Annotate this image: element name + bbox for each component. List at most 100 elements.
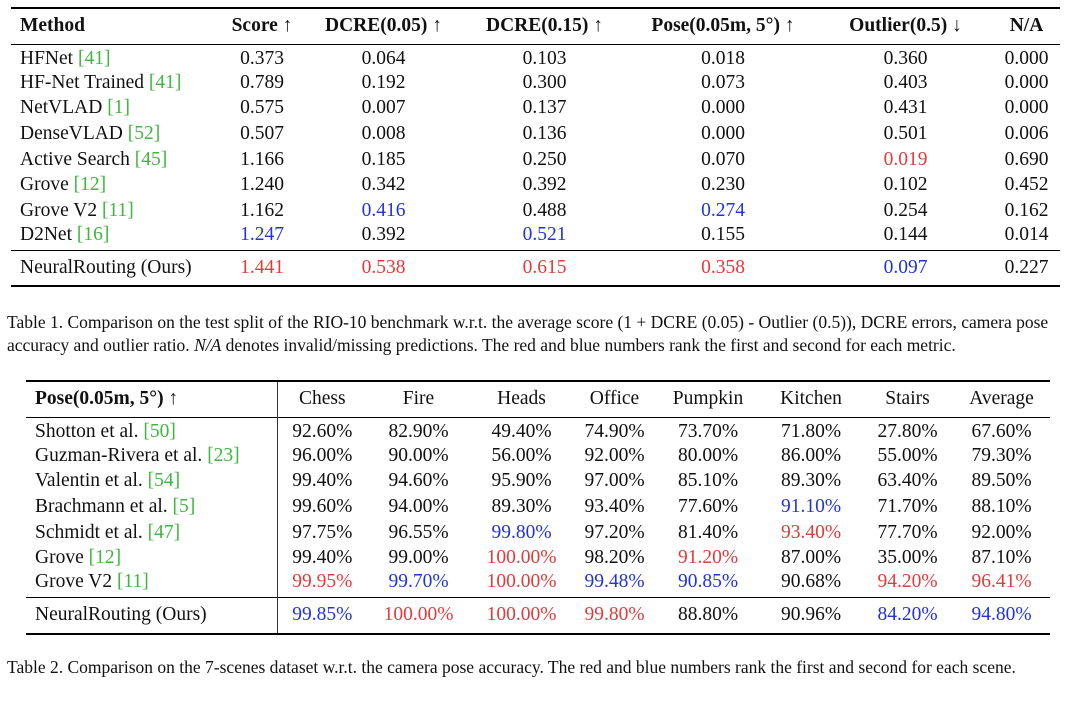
method-cell: HF-Net Trained [41] (11, 70, 218, 96)
value-cell: 99.40% (292, 470, 353, 492)
score-cell: 0.575 (240, 97, 284, 119)
table-1-rio10: Method Score ↑ DCRE(0.05) ↑ DCRE(0.15) ↑… (11, 7, 1060, 287)
value-cell: 89.30% (780, 470, 842, 492)
outlier-cell: 0.431 (883, 97, 928, 119)
pose-cell: 0.000 (701, 97, 745, 119)
value-cell: 81.40% (677, 521, 739, 543)
table-row: Guzman-Rivera et al. [23] 96.00% 90.00% … (26, 442, 1050, 469)
dcre005-cell: 0.064 (361, 47, 406, 69)
caption-na-term: N/A (194, 335, 222, 355)
dcre015-cell: 0.521 (522, 223, 567, 245)
value-cell: 99.48% (584, 571, 645, 593)
header-scene: Office (589, 388, 640, 410)
na-cell: 0.452 (1004, 174, 1049, 196)
citation-link[interactable]: [11] (101, 199, 134, 221)
table-row: Shotton et al. [50] 92.60% 82.90% 49.40%… (26, 417, 1050, 443)
citation-link[interactable]: [12] (88, 547, 122, 569)
value-cell: 86.00% (780, 444, 842, 466)
method-cell: Guzman-Rivera et al. [23] (26, 442, 278, 469)
value-cell: 100.00% (486, 571, 557, 593)
citation-link[interactable]: [41] (148, 71, 182, 93)
header-scene: Fire (402, 388, 435, 410)
value-cell: 96.00% (292, 444, 353, 466)
outlier-cell: 0.144 (883, 223, 928, 245)
value-cell: 88.10% (971, 495, 1032, 517)
citation-link[interactable]: [47] (147, 521, 181, 543)
score-cell: 1.166 (240, 148, 284, 170)
table-2-caption: Table 2. Comparison on the 7-scenes data… (7, 657, 1016, 677)
method-name: Guzman-Rivera et al. (35, 444, 203, 466)
value-cell: 96.55% (388, 521, 449, 543)
dcre005-cell: 0.538 (361, 257, 406, 279)
value-cell: 55.00% (877, 444, 938, 466)
value-cell: 79.30% (971, 444, 1032, 466)
citation-link[interactable]: [11] (116, 571, 149, 593)
header-scene: Stairs (885, 388, 930, 410)
method-name: NeuralRouting (Ours) (26, 597, 278, 634)
pose-cell: 0.070 (701, 148, 745, 170)
table-header-row: Pose(0.05m, 5°) ↑ Chess Fire Heads Offic… (26, 381, 1050, 417)
citation-link[interactable]: [5] (172, 495, 196, 517)
value-cell: 90.96% (780, 604, 842, 626)
value-cell: 97.00% (584, 470, 645, 492)
value-cell: 100.00% (486, 604, 557, 626)
pose-cell: 0.073 (701, 71, 745, 93)
value-cell: 93.40% (780, 521, 842, 543)
method-cell: Grove V2 [11] (11, 198, 218, 224)
method-cell: Grove V2 [11] (26, 571, 278, 598)
method-name: Grove (35, 547, 84, 569)
citation-link[interactable]: [16] (76, 223, 110, 245)
header-average: Average (969, 388, 1034, 410)
method-name: NetVLAD (20, 97, 103, 119)
method-name: HF-Net Trained (20, 71, 145, 93)
citation-link[interactable]: [1] (107, 97, 130, 119)
na-cell: 0.000 (1004, 47, 1049, 69)
table-row: Grove V2 [11] 1.162 0.416 0.488 0.274 0.… (11, 198, 1060, 224)
citation-link[interactable]: [45] (134, 148, 168, 170)
citation-link[interactable]: [50] (143, 420, 176, 442)
table-row: HFNet [41] 0.373 0.064 0.103 0.018 0.360… (11, 44, 1060, 70)
value-cell: 56.00% (491, 444, 552, 466)
method-name: DenseVLAD (20, 122, 123, 144)
header-dcre005: DCRE(0.05) ↑ (325, 15, 442, 37)
method-cell: Brachmann et al. [5] (26, 494, 278, 520)
header-na: N/A (1009, 15, 1044, 37)
value-cell: 92.60% (292, 420, 353, 442)
value-cell: 90.00% (388, 444, 449, 466)
value-cell: 74.90% (584, 420, 645, 442)
dcre015-cell: 0.136 (522, 122, 567, 144)
na-cell: 0.162 (1004, 199, 1049, 221)
caption-text: Table 1. Comparison on the test split of… (7, 312, 1049, 355)
method-name: Active Search (20, 148, 130, 170)
outlier-cell: 0.501 (883, 122, 928, 144)
citation-link[interactable]: [12] (73, 174, 107, 196)
score-cell: 0.507 (240, 122, 284, 144)
na-cell: 0.006 (1004, 122, 1049, 144)
table-row: Grove [12] 99.40% 99.00% 100.00% 98.20% … (26, 545, 1050, 572)
table-row-ours: NeuralRouting (Ours) 99.85% 100.00% 100.… (26, 597, 1050, 634)
score-cell: 1.240 (240, 174, 284, 196)
citation-link[interactable]: [54] (147, 470, 181, 492)
pose-cell: 0.230 (701, 174, 745, 196)
table-row: Valentin et al. [54] 99.40% 94.60% 95.90… (26, 468, 1050, 495)
table-row: Brachmann et al. [5] 99.60% 94.00% 89.30… (26, 494, 1050, 520)
value-cell: 94.80% (971, 604, 1032, 626)
header-pose: Pose(0.05m, 5°) ↑ (651, 15, 795, 37)
table-row: DenseVLAD [52] 0.507 0.008 0.136 0.000 0… (11, 121, 1060, 147)
method-cell: HFNet [41] (11, 44, 218, 70)
citation-link[interactable]: [41] (77, 47, 111, 69)
table-1-caption: Table 1. Comparison on the test split of… (7, 311, 1073, 357)
header-outlier: Outlier(0.5) ↓ (849, 15, 962, 37)
value-cell: 99.80% (584, 604, 645, 626)
method-cell: Schmidt et al. [47] (26, 519, 278, 546)
table-row: Schmidt et al. [47] 97.75% 96.55% 99.80%… (26, 519, 1050, 546)
citation-link[interactable]: [23] (207, 444, 240, 466)
pose-cell: 0.274 (701, 199, 745, 221)
value-cell: 71.80% (780, 420, 842, 442)
citation-link[interactable]: [52] (127, 122, 161, 144)
method-name: Brachmann et al. (35, 495, 168, 517)
pose-cell: 0.358 (701, 257, 745, 279)
dcre015-cell: 0.615 (522, 257, 567, 279)
na-cell: 0.000 (1004, 97, 1049, 119)
dcre015-cell: 0.103 (522, 47, 567, 69)
